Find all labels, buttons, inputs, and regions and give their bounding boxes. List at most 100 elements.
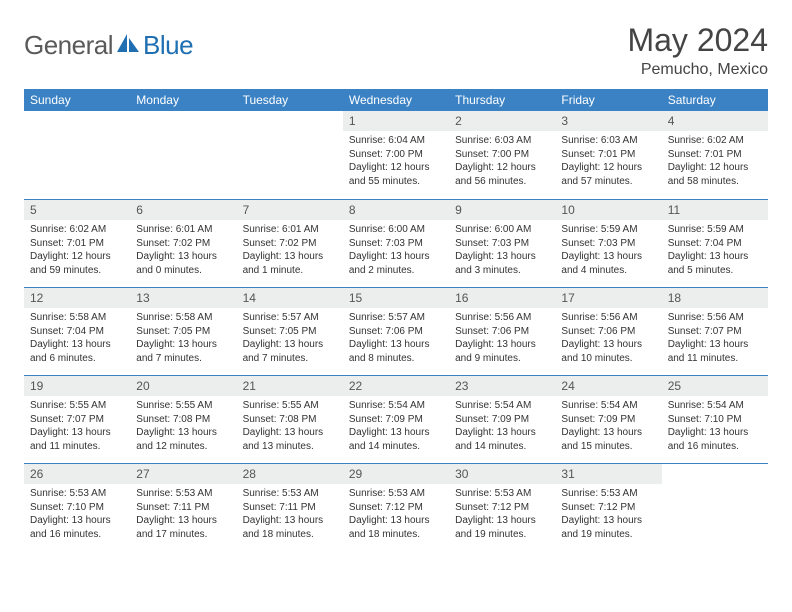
day-details: Sunrise: 5:56 AMSunset: 7:06 PMDaylight:…: [555, 308, 661, 369]
calendar-week: 19Sunrise: 5:55 AMSunset: 7:07 PMDayligh…: [24, 375, 768, 463]
day-number: 18: [662, 287, 768, 308]
calendar-cell: 18Sunrise: 5:56 AMSunset: 7:07 PMDayligh…: [662, 287, 768, 375]
calendar-body: 1Sunrise: 6:04 AMSunset: 7:00 PMDaylight…: [24, 111, 768, 551]
day-number: 20: [130, 375, 236, 396]
day-number: 28: [237, 463, 343, 484]
calendar-cell: 26Sunrise: 5:53 AMSunset: 7:10 PMDayligh…: [24, 463, 130, 551]
day-number: 23: [449, 375, 555, 396]
calendar-cell: 20Sunrise: 5:55 AMSunset: 7:08 PMDayligh…: [130, 375, 236, 463]
page-header: General Blue May 2024 Pemucho, Mexico: [24, 22, 768, 79]
calendar-cell: 27Sunrise: 5:53 AMSunset: 7:11 PMDayligh…: [130, 463, 236, 551]
day-number: 9: [449, 199, 555, 220]
location-label: Pemucho, Mexico: [627, 61, 768, 79]
calendar-cell: 6Sunrise: 6:01 AMSunset: 7:02 PMDaylight…: [130, 199, 236, 287]
day-number: 12: [24, 287, 130, 308]
day-header-wednesday: Wednesday: [343, 89, 449, 111]
day-number: 17: [555, 287, 661, 308]
day-header-monday: Monday: [130, 89, 236, 111]
calendar-cell: 17Sunrise: 5:56 AMSunset: 7:06 PMDayligh…: [555, 287, 661, 375]
calendar-week: 5Sunrise: 6:02 AMSunset: 7:01 PMDaylight…: [24, 199, 768, 287]
calendar-cell: 14Sunrise: 5:57 AMSunset: 7:05 PMDayligh…: [237, 287, 343, 375]
day-details: Sunrise: 6:04 AMSunset: 7:00 PMDaylight:…: [343, 131, 449, 192]
day-details: Sunrise: 5:53 AMSunset: 7:11 PMDaylight:…: [130, 484, 236, 545]
calendar-page: General Blue May 2024 Pemucho, Mexico Su…: [0, 0, 792, 551]
calendar-header-row: SundayMondayTuesdayWednesdayThursdayFrid…: [24, 89, 768, 111]
day-number: 3: [555, 111, 661, 131]
day-number: 15: [343, 287, 449, 308]
day-details: Sunrise: 6:01 AMSunset: 7:02 PMDaylight:…: [130, 220, 236, 281]
brand-name-part2: Blue: [143, 30, 193, 61]
calendar-cell: [662, 463, 768, 551]
day-number: 1: [343, 111, 449, 131]
calendar-cell: 21Sunrise: 5:55 AMSunset: 7:08 PMDayligh…: [237, 375, 343, 463]
day-number: 6: [130, 199, 236, 220]
day-number: 7: [237, 199, 343, 220]
calendar-cell: 2Sunrise: 6:03 AMSunset: 7:00 PMDaylight…: [449, 111, 555, 199]
calendar-cell: 9Sunrise: 6:00 AMSunset: 7:03 PMDaylight…: [449, 199, 555, 287]
day-details: Sunrise: 6:00 AMSunset: 7:03 PMDaylight:…: [343, 220, 449, 281]
day-number: 19: [24, 375, 130, 396]
day-details: Sunrise: 6:02 AMSunset: 7:01 PMDaylight:…: [24, 220, 130, 281]
day-details: Sunrise: 5:56 AMSunset: 7:07 PMDaylight:…: [662, 308, 768, 369]
day-details: Sunrise: 5:56 AMSunset: 7:06 PMDaylight:…: [449, 308, 555, 369]
calendar-week: 1Sunrise: 6:04 AMSunset: 7:00 PMDaylight…: [24, 111, 768, 199]
day-number: 31: [555, 463, 661, 484]
day-number: 30: [449, 463, 555, 484]
calendar-cell: 30Sunrise: 5:53 AMSunset: 7:12 PMDayligh…: [449, 463, 555, 551]
day-number: 29: [343, 463, 449, 484]
calendar-cell: 19Sunrise: 5:55 AMSunset: 7:07 PMDayligh…: [24, 375, 130, 463]
calendar-cell: 1Sunrise: 6:04 AMSunset: 7:00 PMDaylight…: [343, 111, 449, 199]
calendar-cell: 12Sunrise: 5:58 AMSunset: 7:04 PMDayligh…: [24, 287, 130, 375]
day-header-saturday: Saturday: [662, 89, 768, 111]
month-title: May 2024: [627, 22, 768, 59]
day-number: 26: [24, 463, 130, 484]
day-details: Sunrise: 5:53 AMSunset: 7:10 PMDaylight:…: [24, 484, 130, 545]
calendar-cell: 11Sunrise: 5:59 AMSunset: 7:04 PMDayligh…: [662, 199, 768, 287]
day-number-empty: [662, 463, 768, 484]
day-details: Sunrise: 5:53 AMSunset: 7:12 PMDaylight:…: [449, 484, 555, 545]
day-details: Sunrise: 5:55 AMSunset: 7:07 PMDaylight:…: [24, 396, 130, 457]
day-details: Sunrise: 6:01 AMSunset: 7:02 PMDaylight:…: [237, 220, 343, 281]
day-details: Sunrise: 6:00 AMSunset: 7:03 PMDaylight:…: [449, 220, 555, 281]
day-number-empty: [24, 111, 130, 131]
brand-logo: General Blue: [24, 30, 193, 61]
day-details: Sunrise: 5:53 AMSunset: 7:12 PMDaylight:…: [343, 484, 449, 545]
calendar-cell: [237, 111, 343, 199]
day-number: 10: [555, 199, 661, 220]
day-header-tuesday: Tuesday: [237, 89, 343, 111]
day-details: Sunrise: 6:03 AMSunset: 7:01 PMDaylight:…: [555, 131, 661, 192]
day-number: 21: [237, 375, 343, 396]
day-details: Sunrise: 5:57 AMSunset: 7:06 PMDaylight:…: [343, 308, 449, 369]
day-number: 25: [662, 375, 768, 396]
calendar-cell: 25Sunrise: 5:54 AMSunset: 7:10 PMDayligh…: [662, 375, 768, 463]
day-details: Sunrise: 5:59 AMSunset: 7:03 PMDaylight:…: [555, 220, 661, 281]
day-number-empty: [130, 111, 236, 131]
day-number: 27: [130, 463, 236, 484]
day-details: Sunrise: 5:55 AMSunset: 7:08 PMDaylight:…: [130, 396, 236, 457]
day-details: Sunrise: 6:03 AMSunset: 7:00 PMDaylight:…: [449, 131, 555, 192]
calendar-cell: 28Sunrise: 5:53 AMSunset: 7:11 PMDayligh…: [237, 463, 343, 551]
calendar-cell: 10Sunrise: 5:59 AMSunset: 7:03 PMDayligh…: [555, 199, 661, 287]
title-block: May 2024 Pemucho, Mexico: [627, 22, 768, 79]
day-details: Sunrise: 5:57 AMSunset: 7:05 PMDaylight:…: [237, 308, 343, 369]
day-details: Sunrise: 5:53 AMSunset: 7:11 PMDaylight:…: [237, 484, 343, 545]
calendar-week: 26Sunrise: 5:53 AMSunset: 7:10 PMDayligh…: [24, 463, 768, 551]
sail-icon: [115, 32, 141, 59]
day-details: Sunrise: 5:54 AMSunset: 7:09 PMDaylight:…: [449, 396, 555, 457]
day-details: Sunrise: 5:58 AMSunset: 7:04 PMDaylight:…: [24, 308, 130, 369]
calendar-cell: 24Sunrise: 5:54 AMSunset: 7:09 PMDayligh…: [555, 375, 661, 463]
day-details: Sunrise: 5:59 AMSunset: 7:04 PMDaylight:…: [662, 220, 768, 281]
calendar-cell: [130, 111, 236, 199]
day-header-friday: Friday: [555, 89, 661, 111]
calendar-cell: 7Sunrise: 6:01 AMSunset: 7:02 PMDaylight…: [237, 199, 343, 287]
calendar-week: 12Sunrise: 5:58 AMSunset: 7:04 PMDayligh…: [24, 287, 768, 375]
calendar-cell: 31Sunrise: 5:53 AMSunset: 7:12 PMDayligh…: [555, 463, 661, 551]
day-details: Sunrise: 5:53 AMSunset: 7:12 PMDaylight:…: [555, 484, 661, 545]
day-details: Sunrise: 5:58 AMSunset: 7:05 PMDaylight:…: [130, 308, 236, 369]
calendar-cell: 4Sunrise: 6:02 AMSunset: 7:01 PMDaylight…: [662, 111, 768, 199]
calendar-cell: 8Sunrise: 6:00 AMSunset: 7:03 PMDaylight…: [343, 199, 449, 287]
day-number: 8: [343, 199, 449, 220]
day-header-thursday: Thursday: [449, 89, 555, 111]
day-number: 13: [130, 287, 236, 308]
day-header-sunday: Sunday: [24, 89, 130, 111]
